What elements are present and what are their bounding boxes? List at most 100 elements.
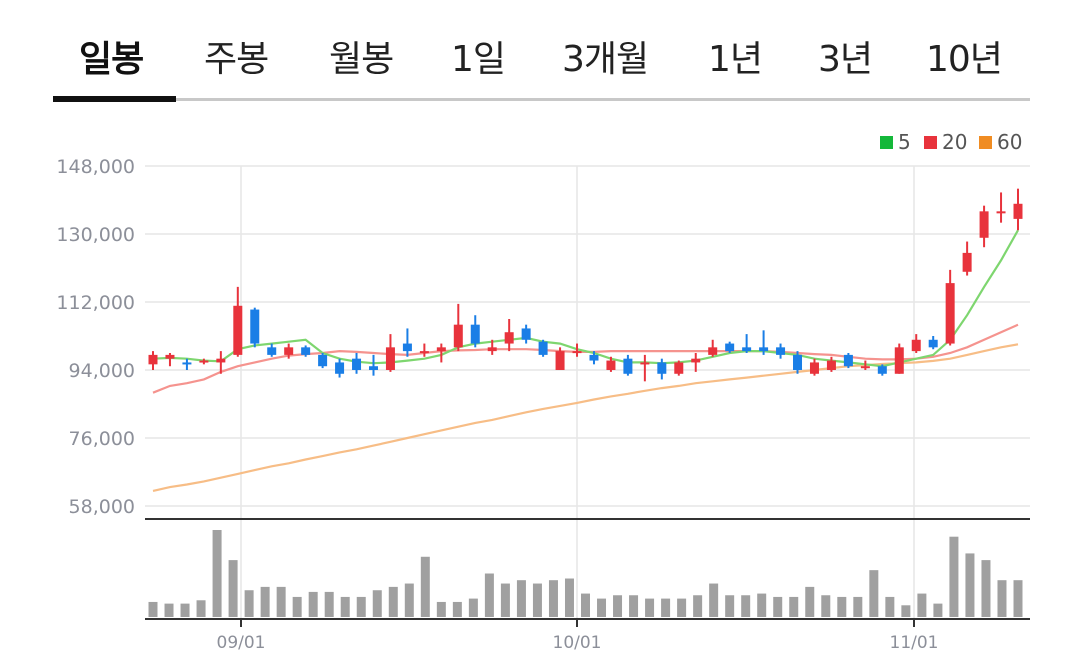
legend: 5 20 60 <box>880 130 1022 154</box>
volume-bar <box>516 580 526 617</box>
candle-body <box>691 358 701 363</box>
candle-body <box>402 343 412 352</box>
candle-body <box>708 347 718 355</box>
ma5-series <box>152 229 1019 368</box>
candle-body <box>606 360 616 370</box>
volume-bar <box>853 596 863 617</box>
volume-bar <box>709 583 719 617</box>
candle-body <box>928 339 938 348</box>
candle-body <box>657 362 667 374</box>
volume-bar <box>196 600 206 617</box>
tab-1day[interactable]: 1일 <box>451 39 506 80</box>
volume-bar <box>180 603 190 617</box>
candle-body <box>996 211 1006 214</box>
x-tick-label: 09/01 <box>217 633 266 653</box>
candle-body <box>623 358 633 374</box>
tab-3months[interactable]: 3개월 <box>562 39 649 80</box>
volume-bar <box>789 596 799 617</box>
candle-body <box>572 351 582 354</box>
volume-bar <box>693 595 703 617</box>
candle-body <box>148 354 158 365</box>
candle-body <box>335 362 345 374</box>
tab-10years[interactable]: 10년 <box>926 39 1003 80</box>
candle-body <box>962 252 972 272</box>
candle-body <box>555 351 565 370</box>
volume-bar <box>388 586 398 617</box>
x-tick-label: 10/01 <box>553 633 602 653</box>
candle-body <box>843 354 853 367</box>
ma20-line <box>152 323 1019 394</box>
candle-body <box>776 347 786 355</box>
candle-body <box>979 211 989 238</box>
volume-bar <box>260 586 270 617</box>
active-tab-underline <box>53 96 176 102</box>
y-tick-label: 112,000 <box>56 292 135 314</box>
candle-body <box>504 332 514 344</box>
volume-bar <box>228 560 238 617</box>
legend-label: 5 <box>898 130 911 154</box>
volume-bar <box>484 573 494 617</box>
tab-3years[interactable]: 3년 <box>818 39 873 80</box>
ma5-line <box>152 229 1019 368</box>
volume-bar <box>436 601 446 617</box>
volume-bar <box>981 560 991 617</box>
volume-bar <box>468 598 478 617</box>
volume-bar <box>805 586 815 617</box>
candle-body <box>589 354 599 361</box>
axes: 148,000 130,000 112,000 94,000 76,000 58,000 0… <box>56 156 1030 653</box>
legend-swatch <box>880 136 893 149</box>
tab-1year[interactable]: 1년 <box>708 39 763 80</box>
candle-body <box>165 354 175 359</box>
volume-bar <box>356 596 366 617</box>
candle-body <box>521 328 531 340</box>
volume-bar <box>597 598 607 617</box>
volume-bar <box>404 583 414 617</box>
candle-body <box>945 283 955 344</box>
volume-bar <box>500 583 510 617</box>
x-tick-label: 11/01 <box>890 633 939 653</box>
candle-body <box>436 347 446 352</box>
tab-daily[interactable]: 일봉 <box>79 39 144 80</box>
candle-body <box>368 366 378 370</box>
ma20-series <box>152 323 1019 394</box>
volume-bar <box>340 596 350 617</box>
tab-monthly[interactable]: 월봉 <box>329 39 394 80</box>
candle-body <box>301 347 311 355</box>
candle-body <box>453 324 463 348</box>
ma60-line <box>152 343 1019 492</box>
volume-bar <box>613 595 623 617</box>
volume-bar <box>677 598 687 617</box>
candle-body <box>538 341 548 355</box>
candle-body <box>487 347 497 352</box>
volume-bar <box>741 595 751 617</box>
volume-bar <box>420 556 430 617</box>
candle-body <box>725 343 735 352</box>
candle-body <box>470 324 480 344</box>
volume-bar <box>452 601 462 617</box>
volume-bar <box>308 591 318 617</box>
volume-bar <box>244 590 254 617</box>
volume-bar <box>276 586 286 617</box>
y-tick-label: 76,000 <box>69 428 135 450</box>
candle-body <box>233 305 243 355</box>
candle-body <box>419 351 429 354</box>
candle-body <box>216 358 226 363</box>
legend-label: 60 <box>997 130 1022 154</box>
volume-bar <box>148 601 158 617</box>
volume-bar <box>997 580 1007 617</box>
candle-body <box>199 360 209 363</box>
volume-bar <box>725 595 735 617</box>
candle-body <box>318 354 328 367</box>
volume-bar <box>821 595 831 617</box>
candle-body <box>826 360 836 370</box>
candle-body <box>860 366 870 369</box>
candle-body <box>674 362 684 374</box>
volume-bar <box>885 596 895 617</box>
tab-weekly[interactable]: 주봉 <box>204 39 269 80</box>
y-tick-label: 130,000 <box>56 224 135 246</box>
volume-bar <box>564 578 574 617</box>
candle-body <box>640 362 650 365</box>
volume-bar <box>1013 580 1023 617</box>
candle-body <box>1013 203 1023 219</box>
